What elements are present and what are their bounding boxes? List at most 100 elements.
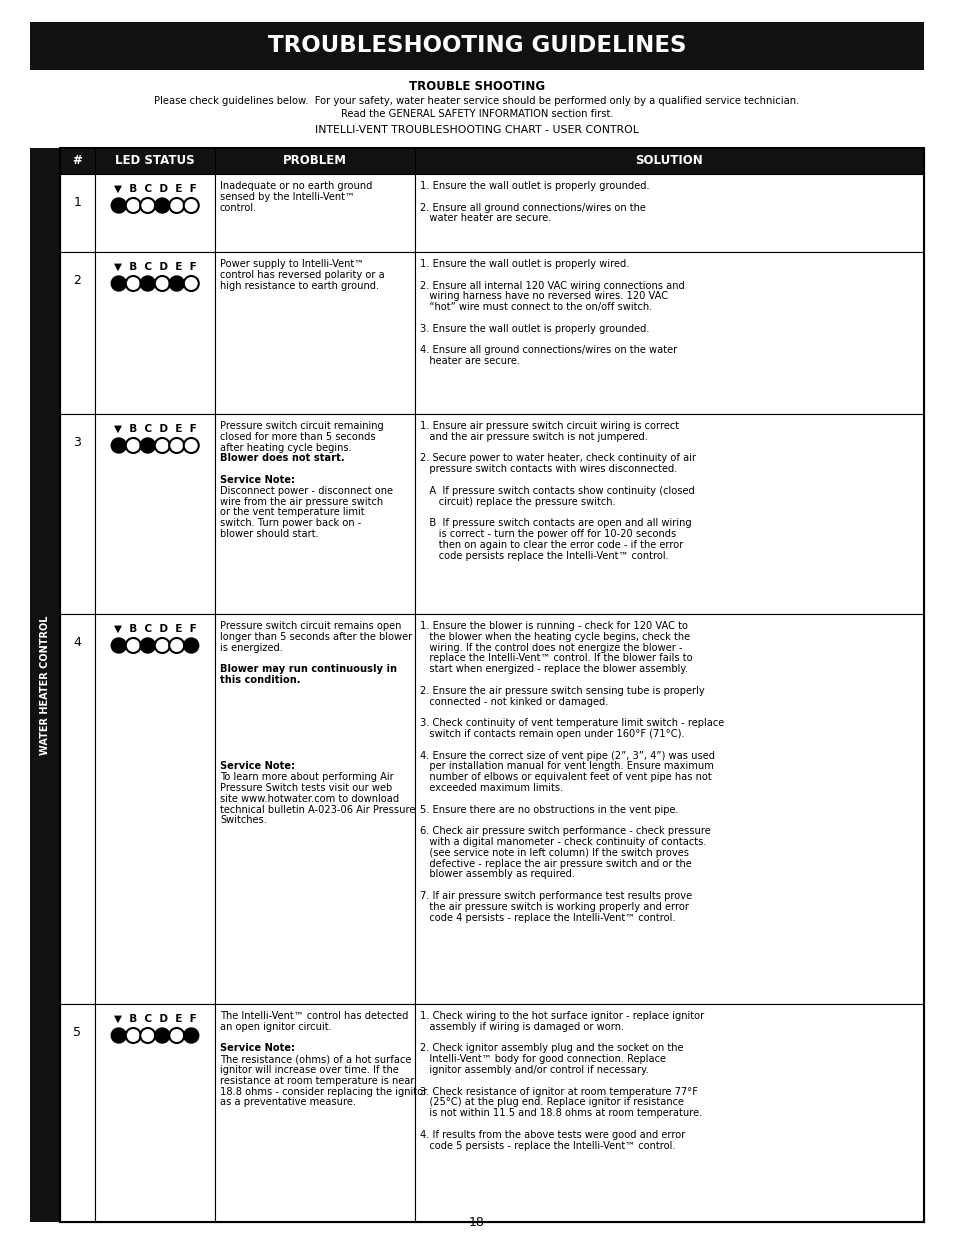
Text: the blower when the heating cycle begins, check the: the blower when the heating cycle begins…	[419, 632, 689, 642]
Circle shape	[140, 438, 155, 453]
Text: ▼  B  C  D  E  F: ▼ B C D E F	[113, 1014, 196, 1024]
Text: Disconnect power - disconnect one: Disconnect power - disconnect one	[220, 485, 393, 495]
Text: wiring harness have no reversed wires. 120 VAC: wiring harness have no reversed wires. 1…	[419, 291, 667, 301]
Text: Please check guidelines below.  For your safety, water heater service should be : Please check guidelines below. For your …	[154, 96, 799, 106]
Bar	[95, 174, 214, 252]
Text: then on again to clear the error code - if the error: then on again to clear the error code - …	[419, 540, 682, 550]
Circle shape	[154, 1028, 170, 1044]
Bar	[95, 252, 214, 414]
Bar	[60, 614, 95, 1004]
Text: 3. Check resistance of ignitor at room temperature 77°F: 3. Check resistance of ignitor at room t…	[419, 1087, 698, 1097]
Text: 1. Ensure air pressure switch circuit wiring is correct: 1. Ensure air pressure switch circuit wi…	[419, 421, 679, 431]
Circle shape	[169, 275, 184, 291]
Text: is correct - turn the power off for 10-20 seconds: is correct - turn the power off for 10-2…	[419, 529, 676, 538]
Text: WATER HEATER CONTROL: WATER HEATER CONTROL	[40, 615, 50, 755]
Text: Service Note:: Service Note:	[220, 475, 294, 485]
Text: this condition.: this condition.	[220, 676, 300, 685]
Text: ▼  B  C  D  E  F: ▼ B C D E F	[113, 424, 196, 433]
Bar	[415, 1004, 923, 1221]
Text: Switches.: Switches.	[220, 815, 267, 825]
Text: 2. Check ignitor assembly plug and the socket on the: 2. Check ignitor assembly plug and the s…	[419, 1044, 682, 1053]
Text: Pressure switch circuit remains open: Pressure switch circuit remains open	[220, 621, 401, 631]
Text: 1: 1	[73, 195, 81, 209]
Text: The resistance (ohms) of a hot surface: The resistance (ohms) of a hot surface	[220, 1055, 411, 1065]
Text: 1. Ensure the blower is running - check for 120 VAC to: 1. Ensure the blower is running - check …	[419, 621, 687, 631]
Circle shape	[126, 198, 141, 212]
Circle shape	[184, 438, 198, 453]
Text: 2. Ensure all internal 120 VAC wiring connections and: 2. Ensure all internal 120 VAC wiring co…	[419, 280, 684, 290]
Bar	[30, 148, 60, 1221]
Bar	[214, 148, 415, 174]
Circle shape	[112, 198, 126, 212]
Text: SOLUTION: SOLUTION	[635, 154, 702, 168]
Text: ignitor will increase over time. If the: ignitor will increase over time. If the	[220, 1065, 398, 1074]
Text: Power supply to Intelli-Vent™: Power supply to Intelli-Vent™	[220, 259, 364, 269]
Circle shape	[126, 275, 141, 291]
Text: (see service note in left column) If the switch proves: (see service note in left column) If the…	[419, 847, 688, 858]
Circle shape	[126, 1028, 141, 1044]
Text: The Intelli-Vent™ control has detected: The Intelli-Vent™ control has detected	[220, 1011, 408, 1021]
Text: replace the Intelli-Vent™ control. If the blower fails to: replace the Intelli-Vent™ control. If th…	[419, 653, 692, 663]
Text: 1. Ensure the wall outlet is properly grounded.: 1. Ensure the wall outlet is properly gr…	[419, 182, 649, 191]
Bar	[60, 174, 95, 252]
Text: wiring. If the control does not energize the blower -: wiring. If the control does not energize…	[419, 642, 682, 652]
Text: control has reversed polarity or a: control has reversed polarity or a	[220, 269, 384, 280]
Text: with a digital manometer - check continuity of contacts.: with a digital manometer - check continu…	[419, 837, 706, 847]
Text: connected - not kinked or damaged.: connected - not kinked or damaged.	[419, 697, 608, 706]
Bar	[415, 414, 923, 614]
Text: ▼  B  C  D  E  F: ▼ B C D E F	[113, 624, 196, 634]
Text: 18.8 ohms - consider replacing the ignitor: 18.8 ohms - consider replacing the ignit…	[220, 1087, 427, 1097]
Text: as a preventative measure.: as a preventative measure.	[220, 1098, 355, 1108]
Bar	[214, 1004, 415, 1221]
Text: A  If pressure switch contacts show continuity (closed: A If pressure switch contacts show conti…	[419, 485, 694, 495]
Text: assembly if wiring is damaged or worn.: assembly if wiring is damaged or worn.	[419, 1021, 623, 1031]
Text: ▼  B  C  D  E  F: ▼ B C D E F	[113, 184, 196, 194]
Text: 4. Ensure all ground connections/wires on the water: 4. Ensure all ground connections/wires o…	[419, 346, 677, 356]
Text: 3: 3	[73, 436, 81, 448]
Text: the air pressure switch is working properly and error: the air pressure switch is working prope…	[419, 902, 688, 911]
Circle shape	[154, 275, 170, 291]
Text: code 5 persists - replace the Intelli-Vent™ control.: code 5 persists - replace the Intelli-Ve…	[419, 1141, 675, 1151]
Circle shape	[126, 438, 141, 453]
Text: 6. Check air pressure switch performance - check pressure: 6. Check air pressure switch performance…	[419, 826, 710, 836]
Text: Blower does not start.: Blower does not start.	[220, 453, 344, 463]
Text: 2. Ensure all ground connections/wires on the: 2. Ensure all ground connections/wires o…	[419, 203, 645, 212]
Text: technical bulletin A-023-06 Air Pressure: technical bulletin A-023-06 Air Pressure	[220, 804, 415, 815]
Bar	[214, 174, 415, 252]
Circle shape	[169, 198, 184, 212]
Text: switch if contacts remain open under 160°F (71°C).: switch if contacts remain open under 160…	[419, 729, 684, 739]
Text: per installation manual for vent length. Ensure maximum: per installation manual for vent length.…	[419, 762, 713, 772]
Text: 4. If results from the above tests were good and error: 4. If results from the above tests were …	[419, 1130, 684, 1140]
Bar	[95, 1004, 214, 1221]
Text: TROUBLESHOOTING GUIDELINES: TROUBLESHOOTING GUIDELINES	[268, 35, 685, 58]
Text: Pressure Switch tests visit our web: Pressure Switch tests visit our web	[220, 783, 392, 793]
Text: sensed by the Intelli-Vent™: sensed by the Intelli-Vent™	[220, 191, 355, 201]
Text: 4: 4	[73, 636, 81, 648]
Circle shape	[154, 638, 170, 653]
Bar	[95, 414, 214, 614]
Bar	[214, 414, 415, 614]
Text: ignitor assembly and/or control if necessary.: ignitor assembly and/or control if neces…	[419, 1065, 648, 1074]
Text: Service Note:: Service Note:	[220, 1044, 294, 1053]
Text: (25°C) at the plug end. Replace ignitor if resistance: (25°C) at the plug end. Replace ignitor …	[419, 1098, 683, 1108]
Circle shape	[140, 638, 155, 653]
Text: Service Note:: Service Note:	[220, 762, 294, 772]
Circle shape	[154, 438, 170, 453]
Text: is not within 11.5 and 18.8 ohms at room temperature.: is not within 11.5 and 18.8 ohms at room…	[419, 1108, 701, 1118]
Text: heater are secure.: heater are secure.	[419, 356, 519, 367]
Text: resistance at room temperature is near: resistance at room temperature is near	[220, 1076, 414, 1086]
Bar	[60, 148, 923, 1221]
Text: Inadequate or no earth ground: Inadequate or no earth ground	[220, 182, 372, 191]
Bar	[60, 1004, 95, 1221]
Circle shape	[169, 438, 184, 453]
Text: LED STATUS: LED STATUS	[115, 154, 194, 168]
Bar	[415, 252, 923, 414]
Text: “hot” wire must connect to the on/off switch.: “hot” wire must connect to the on/off sw…	[419, 303, 652, 312]
Text: wire from the air pressure switch: wire from the air pressure switch	[220, 496, 383, 506]
Bar	[30, 22, 923, 70]
Text: circuit) replace the pressure switch.: circuit) replace the pressure switch.	[419, 496, 615, 506]
Text: code 4 persists - replace the Intelli-Vent™ control.: code 4 persists - replace the Intelli-Ve…	[419, 913, 675, 923]
Text: defective - replace the air pressure switch and or the: defective - replace the air pressure swi…	[419, 858, 691, 868]
Bar	[214, 252, 415, 414]
Bar	[214, 614, 415, 1004]
